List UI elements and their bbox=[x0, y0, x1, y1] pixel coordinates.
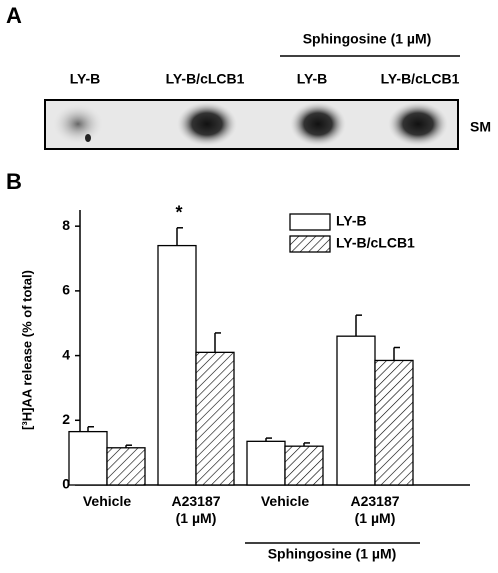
panel-label: B bbox=[6, 169, 22, 194]
spot bbox=[290, 102, 346, 146]
bar bbox=[157, 244, 197, 486]
x-tick-label: Vehicle bbox=[260, 493, 310, 509]
bar bbox=[374, 359, 414, 486]
y-tick-label: 4 bbox=[62, 346, 70, 362]
group-label: Sphingosine (1 µM) bbox=[303, 31, 432, 47]
x-tick-label: A23187 (1 µM) bbox=[350, 493, 400, 526]
spot bbox=[53, 104, 103, 144]
legend-label: LY-B/cLCB1 bbox=[336, 235, 415, 251]
spot bbox=[85, 134, 91, 142]
y-axis-label: [³H]AA release (% of total) bbox=[19, 270, 34, 430]
lane-label: LY-B/cLCB1 bbox=[381, 71, 460, 87]
error-bar bbox=[214, 332, 221, 353]
legend-label: LY-B bbox=[336, 213, 367, 229]
error-bar bbox=[176, 227, 183, 246]
bar bbox=[284, 445, 324, 486]
x-tick-label: A23187 (1 µM) bbox=[171, 493, 221, 526]
annotation: * bbox=[175, 203, 182, 223]
bar bbox=[68, 430, 108, 486]
y-tick-label: 0 bbox=[62, 476, 70, 492]
error-bar bbox=[355, 314, 362, 337]
legend-swatch bbox=[289, 235, 331, 253]
x-tick-label: Vehicle bbox=[82, 493, 132, 509]
group-label: Sphingosine (1 µM) bbox=[268, 546, 397, 562]
bar bbox=[246, 440, 286, 486]
error-bar bbox=[87, 426, 94, 432]
y-tick-label: 6 bbox=[62, 282, 70, 298]
error-bar bbox=[125, 444, 132, 448]
bar bbox=[195, 351, 235, 486]
spot bbox=[388, 102, 448, 146]
panel-label: A bbox=[6, 3, 22, 28]
lane-label: LY-B/cLCB1 bbox=[166, 71, 245, 87]
lane-label: LY-B bbox=[297, 71, 328, 87]
bar bbox=[106, 447, 146, 486]
error-bar bbox=[303, 442, 310, 447]
y-tick-label: 8 bbox=[62, 217, 70, 233]
error-bar bbox=[393, 346, 400, 361]
error-bar bbox=[265, 437, 272, 442]
bar bbox=[336, 335, 376, 486]
legend-swatch bbox=[289, 213, 331, 231]
y-tick-label: 2 bbox=[62, 411, 70, 427]
band-label: SM bbox=[470, 119, 491, 135]
spot bbox=[177, 102, 237, 146]
lane-label: LY-B bbox=[70, 71, 101, 87]
